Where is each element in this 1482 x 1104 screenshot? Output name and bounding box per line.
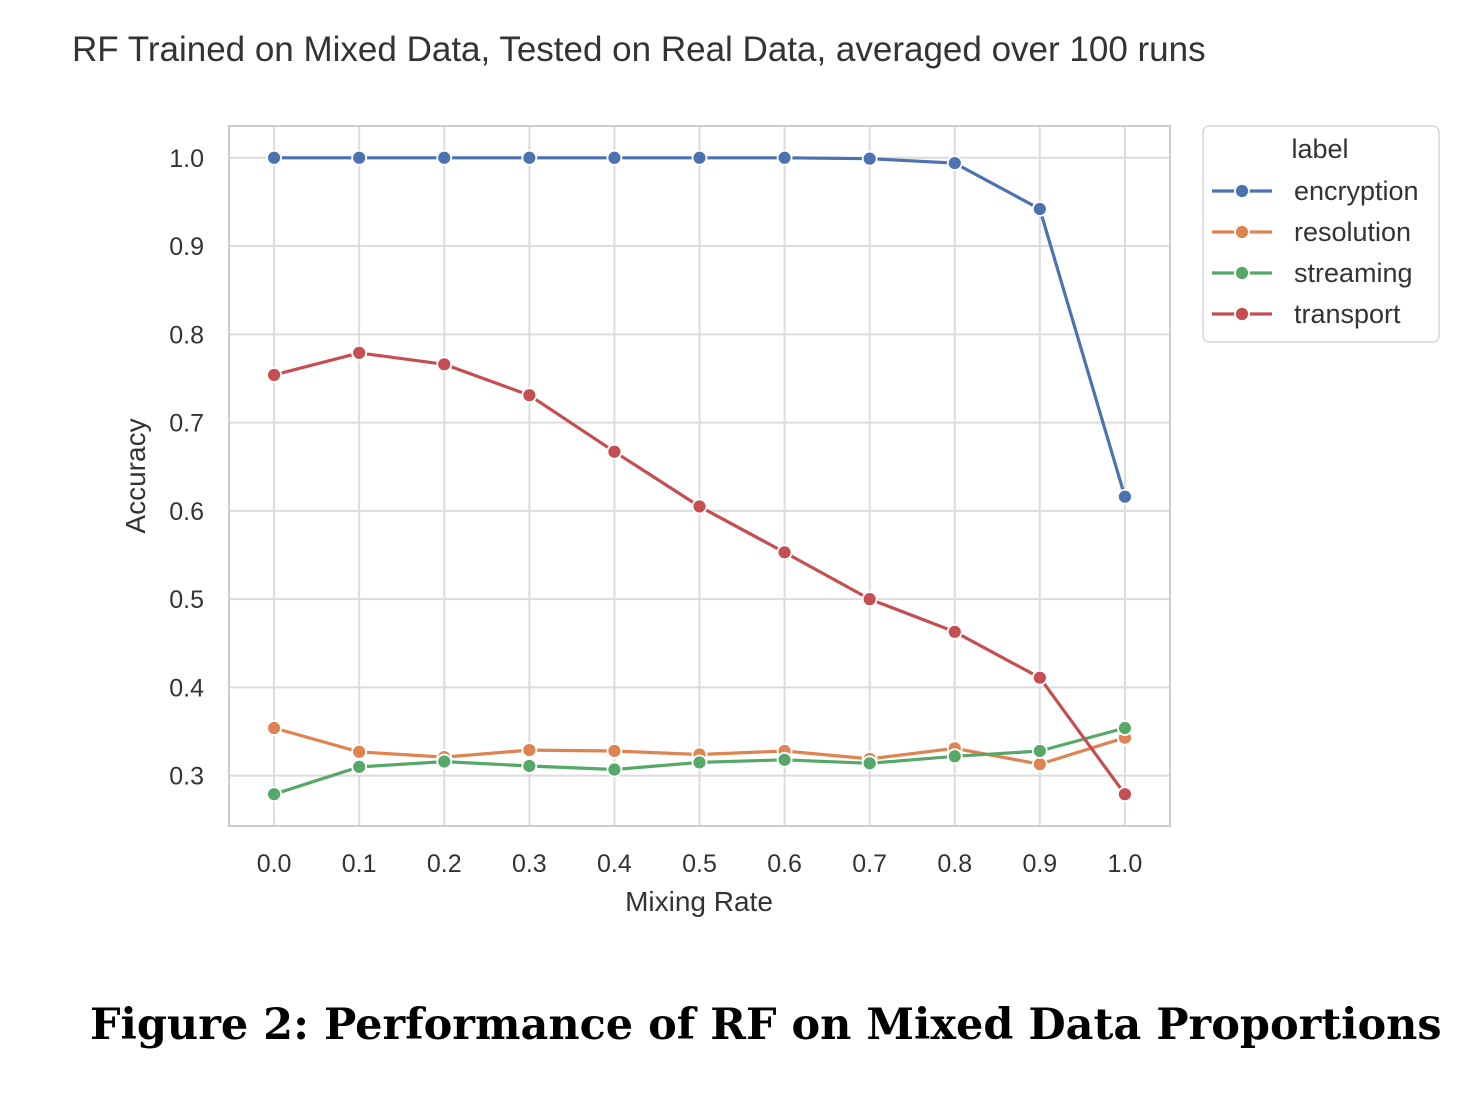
legend-marker — [1234, 224, 1250, 240]
legend-marker — [1234, 306, 1250, 322]
legend-label: resolution — [1294, 217, 1411, 247]
y-tick-labels: 0.3 0.4 0.5 0.6 0.7 0.8 0.9 1.0 — [169, 145, 204, 791]
y-tick-label: 1.0 — [169, 145, 204, 173]
legend-box — [1202, 125, 1440, 343]
data-point — [266, 786, 282, 803]
chart-title: RF Trained on Mixed Data, Tested on Real… — [72, 30, 1206, 69]
legend-label: streaming — [1294, 258, 1413, 288]
data-point — [606, 743, 623, 759]
grid — [229, 126, 1170, 826]
data-point — [776, 751, 793, 768]
x-tick-label: 0.0 — [257, 850, 292, 878]
x-tick-label: 0.3 — [512, 850, 547, 878]
data-point — [521, 149, 538, 166]
data-point — [1031, 756, 1048, 773]
x-tick-label: 0.5 — [682, 850, 717, 878]
x-tick-label: 0.4 — [597, 850, 632, 878]
plot-frame — [228, 125, 1171, 827]
data-point — [1117, 786, 1133, 803]
y-tick-label: 0.6 — [169, 498, 204, 526]
x-tick-label: 0.9 — [1022, 850, 1057, 878]
x-tick-label: 0.7 — [852, 850, 887, 878]
data-point — [351, 743, 368, 760]
y-tick-label: 0.8 — [169, 321, 204, 349]
legend-entry-transport: transport — [1212, 299, 1401, 329]
data-point — [436, 149, 453, 166]
x-tick-labels: 0.0 0.1 0.2 0.3 0.4 0.5 0.6 0.7 0.8 0.9 1.0 — [257, 850, 1143, 878]
data-point — [521, 387, 538, 404]
legend-title: label — [1291, 134, 1348, 164]
line-chart: RF Trained on Mixed Data, Tested on Real… — [72, 30, 1440, 917]
x-tick-label: 0.1 — [342, 850, 377, 878]
data-point — [861, 150, 878, 167]
x-tick-label: 0.8 — [937, 850, 972, 878]
data-point — [776, 149, 793, 166]
series-group — [266, 149, 1133, 803]
data-point — [606, 149, 623, 166]
data-point — [861, 591, 878, 608]
data-point — [266, 149, 282, 166]
y-axis-label: Accuracy — [120, 418, 151, 533]
data-point — [691, 754, 708, 771]
x-tick-label: 0.2 — [427, 850, 462, 878]
legend: label encryption resolution streaming trans… — [1202, 125, 1440, 343]
data-point — [861, 755, 878, 772]
data-point — [1031, 669, 1048, 686]
data-point — [521, 758, 538, 774]
series-transport — [266, 344, 1133, 803]
data-point — [436, 753, 453, 770]
data-point — [691, 149, 708, 166]
data-point — [1117, 720, 1133, 736]
legend-entries: encryption resolution streaming transport — [1212, 176, 1419, 329]
x-axis-label: Mixing Rate — [625, 886, 773, 917]
y-tick-label: 0.7 — [169, 410, 204, 438]
data-point — [436, 356, 453, 373]
data-point — [266, 720, 282, 736]
legend-marker — [1234, 183, 1250, 199]
data-point — [606, 761, 623, 778]
data-point — [946, 748, 963, 765]
x-tick-label: 1.0 — [1108, 850, 1143, 878]
data-point — [351, 758, 368, 775]
data-point — [521, 742, 538, 758]
legend-label: encryption — [1294, 176, 1419, 206]
y-tick-label: 0.4 — [169, 674, 204, 702]
legend-entry-encryption: encryption — [1212, 176, 1419, 206]
legend-entry-resolution: resolution — [1212, 217, 1411, 247]
data-point — [946, 623, 963, 640]
data-point — [351, 149, 368, 166]
legend-label: transport — [1294, 299, 1401, 329]
data-point — [1031, 743, 1048, 759]
data-point — [1031, 201, 1048, 217]
data-point — [776, 544, 793, 561]
series-streaming — [266, 720, 1133, 803]
y-tick-label: 0.5 — [169, 586, 204, 614]
x-tick-label: 0.6 — [767, 850, 802, 878]
figure-caption: Figure 2: Performance of RF on Mixed Dat… — [90, 1000, 1442, 1050]
data-point — [1117, 488, 1133, 505]
data-point — [691, 498, 708, 515]
legend-marker — [1234, 265, 1250, 281]
y-tick-label: 0.3 — [169, 763, 204, 791]
legend-entry-streaming: streaming — [1212, 258, 1413, 288]
data-point — [946, 155, 963, 171]
data-point — [266, 367, 282, 383]
series-encryption — [266, 149, 1133, 505]
y-tick-label: 0.9 — [169, 233, 204, 261]
data-point — [606, 443, 623, 460]
data-point — [351, 344, 368, 361]
